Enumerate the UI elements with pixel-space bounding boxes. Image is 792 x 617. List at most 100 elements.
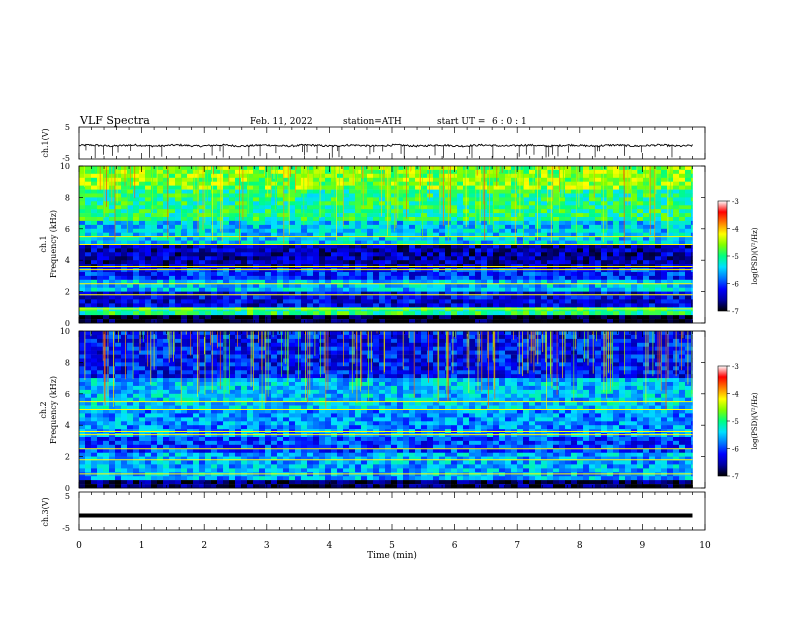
spectrogram-cell — [355, 237, 361, 241]
spectrogram-cell — [379, 197, 385, 201]
spectrogram-cell — [211, 284, 217, 288]
spectrogram-cell — [673, 248, 679, 252]
spectrogram-cell — [673, 268, 679, 272]
spectrogram-cell — [307, 311, 313, 315]
spectrogram-cell — [109, 252, 115, 256]
spectrogram-cell — [91, 248, 97, 252]
spectrogram-cell — [97, 209, 103, 213]
spectrogram-cell — [349, 252, 355, 256]
spectrogram-cell — [607, 217, 613, 221]
spectrogram-cell — [373, 205, 379, 209]
spectrogram-cell — [607, 288, 613, 292]
spectrogram-cell — [385, 166, 391, 170]
spectrogram-cell — [205, 284, 211, 288]
spectrogram-cell — [325, 182, 331, 186]
spectrogram-cell — [235, 229, 241, 233]
spectrogram-cell — [115, 284, 121, 288]
spectrogram-cell — [475, 296, 481, 300]
spectrogram-cell — [307, 315, 313, 319]
spectrogram-cell — [121, 248, 127, 252]
spectrogram-cell — [505, 288, 511, 292]
spectrogram-cell — [109, 217, 115, 221]
spectrogram-cell — [367, 221, 373, 225]
spectrogram-cell — [553, 194, 559, 198]
spectrogram-cell — [433, 186, 439, 190]
spectrogram-cell — [115, 205, 121, 209]
spectrogram-cell — [463, 296, 469, 300]
spectrogram-cell — [235, 339, 241, 343]
spectrogram-cell — [499, 201, 505, 205]
spectrogram-cell — [463, 284, 469, 288]
spectrogram-cell — [685, 296, 691, 300]
spectrogram-cell — [655, 209, 661, 213]
spectrogram-cell — [289, 178, 295, 182]
spectrogram-cell — [631, 182, 637, 186]
spectrogram-cell — [583, 217, 589, 221]
spectrogram-cell — [145, 296, 151, 300]
spectrogram-cell — [151, 311, 157, 315]
spectrogram-cell — [463, 252, 469, 256]
spectrogram-cell — [505, 201, 511, 205]
spectrogram-cell — [643, 268, 649, 272]
spectrogram-cell — [313, 213, 319, 217]
spectrogram-cell — [241, 260, 247, 264]
spectrogram-cell — [169, 205, 175, 209]
spectrogram-cell — [613, 237, 619, 241]
spectrogram-cell — [685, 256, 691, 260]
spectrogram-cell — [157, 335, 163, 339]
spectrogram-cell — [577, 268, 583, 272]
spectrogram-cell — [331, 268, 337, 272]
spectrogram-cell — [499, 268, 505, 272]
spectrogram-cell — [469, 311, 475, 315]
spectrogram-cell — [589, 256, 595, 260]
spectrogram-cell — [445, 248, 451, 252]
spectrogram-cell — [163, 296, 169, 300]
spectrogram-cell — [91, 307, 97, 311]
spectrogram-cell — [115, 299, 121, 303]
spectrogram-cell — [463, 288, 469, 292]
spectrogram-cell — [163, 276, 169, 280]
spectrogram-cell — [163, 201, 169, 205]
spectrogram-cell — [115, 197, 121, 201]
spectrogram-cell — [253, 272, 259, 276]
spectrogram-cell — [451, 331, 457, 335]
spectrogram-cell — [469, 315, 475, 319]
spectrogram-cell — [505, 174, 511, 178]
spectrogram-cell — [397, 272, 403, 276]
spectrogram-cell — [169, 178, 175, 182]
spectrogram-cell — [103, 245, 109, 249]
spectrogram-cell — [379, 194, 385, 198]
spectrogram-cell — [145, 339, 151, 343]
spectrogram-cell — [439, 229, 445, 233]
spectrogram-cell — [211, 209, 217, 213]
spectrogram-cell — [247, 237, 253, 241]
spectrogram-cell — [631, 201, 637, 205]
spectrogram-cell — [553, 229, 559, 233]
spectrogram-cell — [235, 201, 241, 205]
spectrogram-cell — [307, 217, 313, 221]
spectrogram-cell — [457, 343, 463, 347]
spectrogram-cell — [379, 288, 385, 292]
spectrogram-cell — [607, 225, 613, 229]
spectrogram-cell — [109, 268, 115, 272]
spectrogram-cell — [85, 339, 91, 343]
spectrogram-cell — [337, 174, 343, 178]
spectrogram-cell — [499, 209, 505, 213]
spectrogram-cell — [373, 229, 379, 233]
spectrogram-cell — [637, 229, 643, 233]
spectrogram-cell — [175, 315, 181, 319]
spectrogram-cell — [211, 245, 217, 249]
spectrogram-cell — [637, 248, 643, 252]
spectrogram-cell — [313, 225, 319, 229]
spectrogram-cell — [247, 245, 253, 249]
spectrogram-cell — [355, 229, 361, 233]
spectrogram-cell — [517, 303, 523, 307]
spectrogram-cell — [409, 197, 415, 201]
spectrogram-cell — [637, 347, 643, 351]
spectrogram-cell — [271, 284, 277, 288]
spectrogram-cell — [469, 296, 475, 300]
spectrogram-cell — [451, 209, 457, 213]
spectrogram-cell — [589, 307, 595, 311]
spectrogram-cell — [193, 252, 199, 256]
spectrogram-cell — [295, 205, 301, 209]
